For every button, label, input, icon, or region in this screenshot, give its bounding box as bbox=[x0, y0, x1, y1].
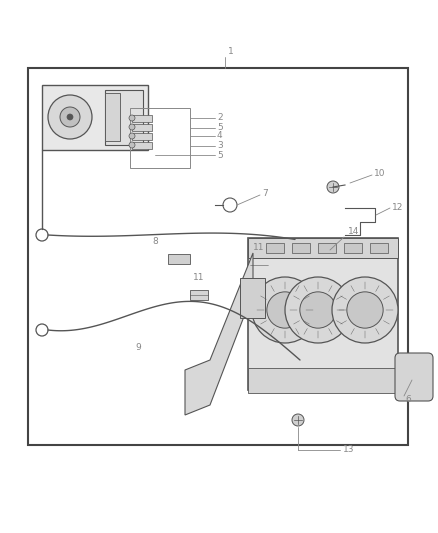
Text: 4: 4 bbox=[217, 132, 223, 141]
Circle shape bbox=[67, 114, 73, 120]
Bar bbox=[130, 108, 190, 168]
Bar bbox=[168, 254, 190, 264]
Bar bbox=[344, 243, 362, 253]
Text: 1: 1 bbox=[228, 47, 234, 56]
Bar bbox=[190, 290, 208, 300]
Circle shape bbox=[60, 107, 80, 127]
Bar bbox=[240, 278, 265, 318]
Circle shape bbox=[300, 292, 336, 328]
Circle shape bbox=[129, 115, 135, 121]
Bar bbox=[292, 243, 310, 253]
Circle shape bbox=[267, 292, 303, 328]
Circle shape bbox=[327, 181, 339, 193]
Circle shape bbox=[347, 292, 383, 328]
Bar bbox=[42, 85, 148, 150]
Bar bbox=[318, 243, 336, 253]
Circle shape bbox=[48, 95, 92, 139]
Text: 13: 13 bbox=[343, 446, 354, 455]
Circle shape bbox=[129, 124, 135, 130]
Text: 8: 8 bbox=[152, 238, 158, 246]
Circle shape bbox=[332, 277, 398, 343]
Text: 2: 2 bbox=[217, 114, 223, 123]
Bar bbox=[28, 68, 408, 445]
Bar bbox=[266, 243, 284, 253]
Text: 9: 9 bbox=[135, 343, 141, 352]
Circle shape bbox=[129, 133, 135, 139]
Bar bbox=[105, 90, 143, 145]
Circle shape bbox=[252, 277, 318, 343]
Text: 14: 14 bbox=[348, 228, 359, 237]
FancyBboxPatch shape bbox=[395, 353, 433, 401]
Bar bbox=[250, 260, 268, 270]
Bar bbox=[370, 243, 388, 253]
Bar bbox=[132, 133, 152, 140]
Bar bbox=[132, 115, 152, 122]
Text: 12: 12 bbox=[392, 203, 403, 212]
Text: 11: 11 bbox=[193, 273, 205, 282]
Bar bbox=[248, 238, 398, 390]
Circle shape bbox=[285, 277, 351, 343]
Circle shape bbox=[129, 142, 135, 148]
Text: 6: 6 bbox=[405, 395, 411, 405]
Text: 7: 7 bbox=[262, 189, 268, 198]
Text: 10: 10 bbox=[374, 168, 385, 177]
Text: 5: 5 bbox=[217, 124, 223, 133]
Polygon shape bbox=[185, 253, 253, 415]
Bar bbox=[105, 93, 120, 141]
Circle shape bbox=[292, 414, 304, 426]
Bar bbox=[248, 368, 398, 393]
Bar bbox=[132, 124, 152, 131]
Text: 5: 5 bbox=[217, 150, 223, 159]
Bar bbox=[132, 142, 152, 149]
Text: 3: 3 bbox=[217, 141, 223, 150]
Text: 11: 11 bbox=[253, 244, 265, 253]
Bar bbox=[248, 238, 398, 258]
